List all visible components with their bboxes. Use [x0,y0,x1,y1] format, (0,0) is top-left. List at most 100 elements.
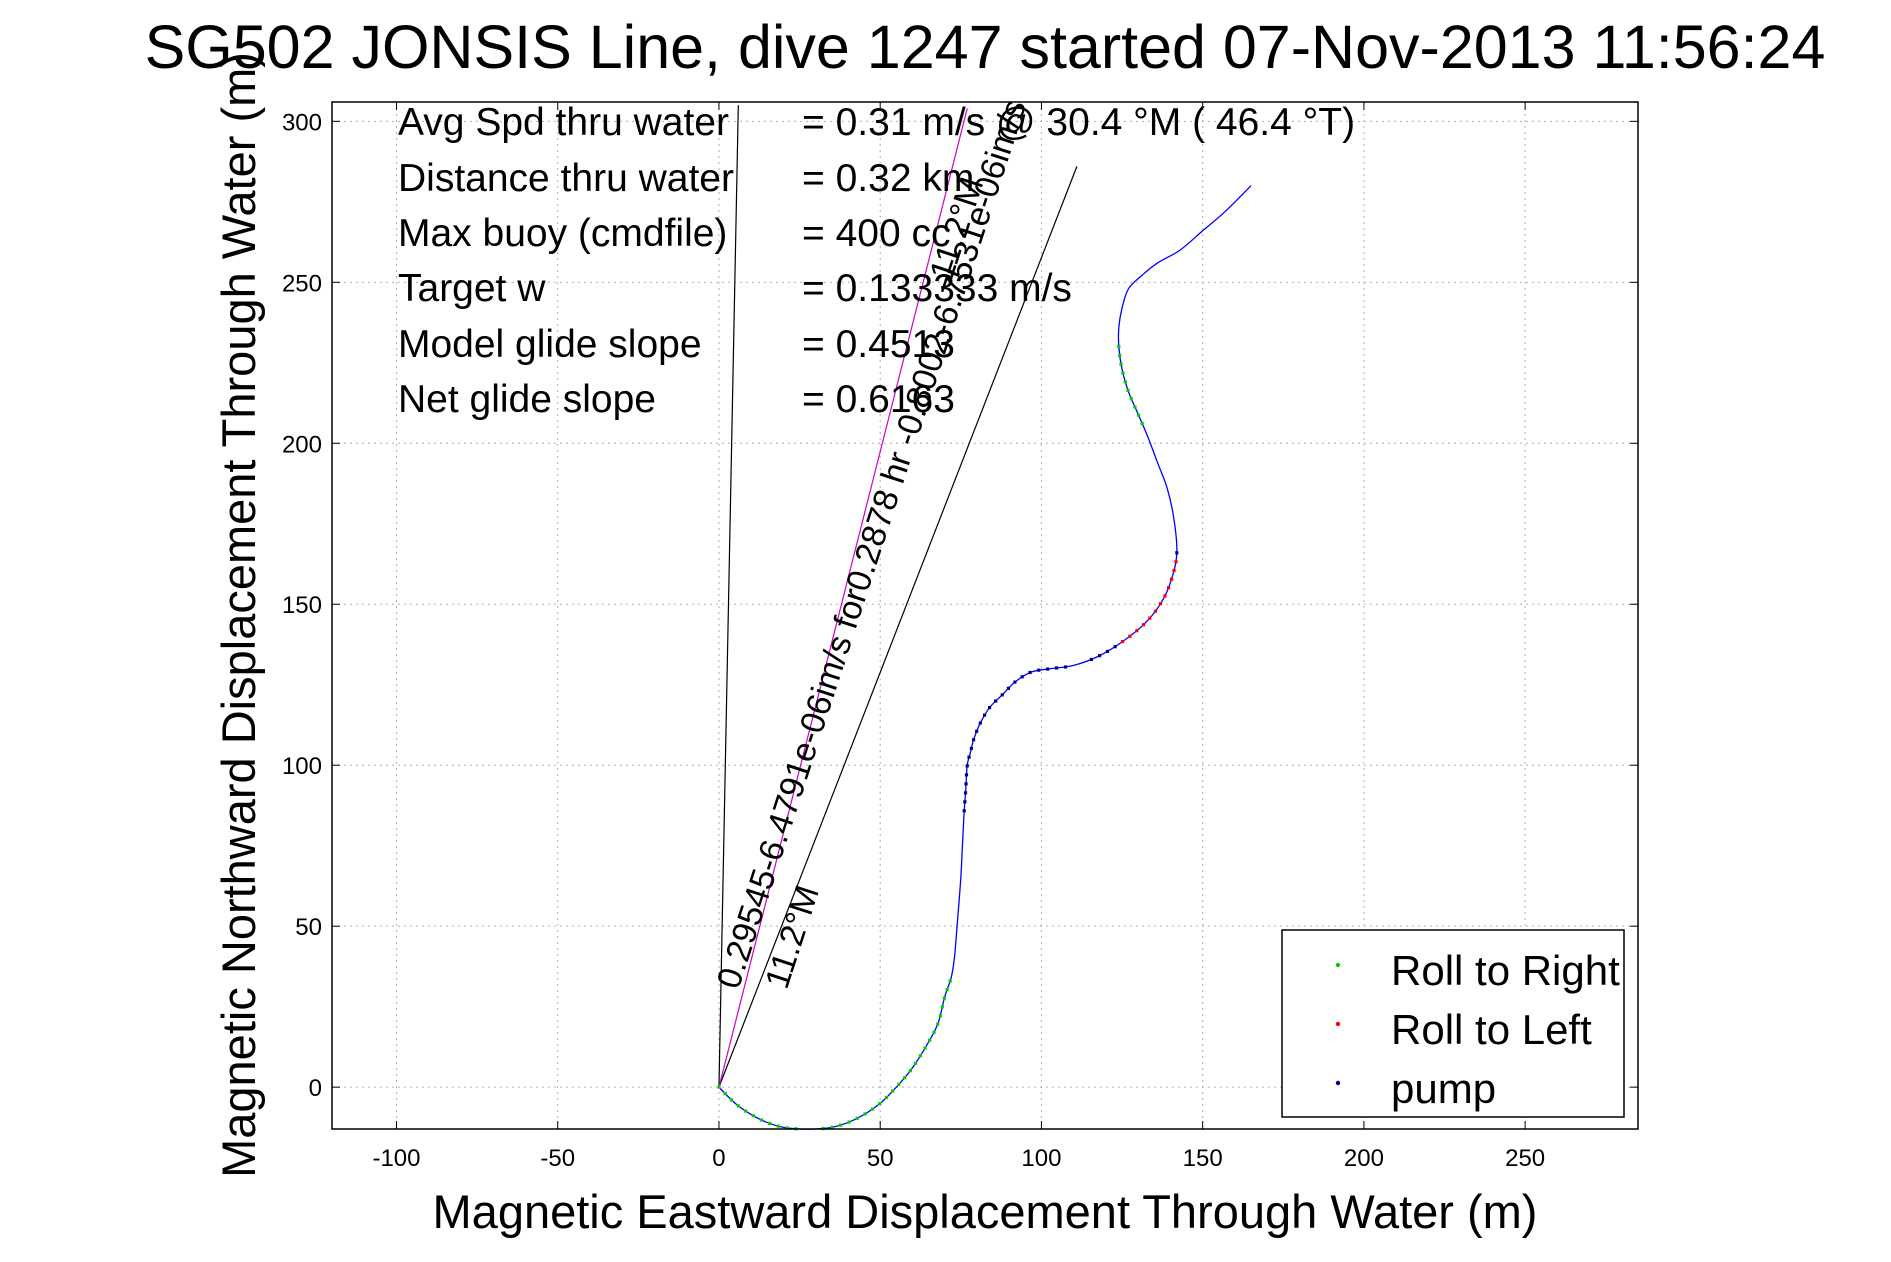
legend-marker-roll-left [1335,1021,1341,1027]
y-tick-label: 250 [282,270,322,297]
sample-pump [994,699,998,703]
y-tick-labels: 0 50 100 150 200 250 300 [282,109,322,1102]
sample-roll-right [723,1092,727,1096]
sample-pump [1037,668,1041,672]
plot-frame [331,101,1639,1130]
sample-pump [969,746,973,751]
x-tick-label: 200 [1344,1145,1384,1172]
x-tick-label: 0 [712,1145,725,1172]
sample-roll-right [838,1123,843,1127]
x-tick-labels: -100 -50 0 50 100 150 200 250 [372,1145,1545,1172]
reference-line-0 [718,105,739,1088]
info-label-distance: Distance thru water [398,157,734,200]
sample-roll-right [744,1109,748,1113]
sample-roll-right [830,1125,834,1129]
info-value-max-buoy: = 400 cc [802,212,951,255]
sample-roll-right [863,1112,867,1116]
legend-label-pump: pump [1391,1065,1496,1112]
sample-roll-right [1140,421,1144,426]
sample-pump [963,791,968,795]
x-tick-label: 50 [867,1145,894,1172]
sample-roll-right [878,1101,882,1106]
sample-markers [717,344,1179,1131]
sample-pump [1000,693,1004,697]
sample-roll-right [776,1124,780,1128]
sample-roll-right [1119,362,1123,366]
sample-roll-right [1129,397,1133,401]
sample-pump [975,729,979,733]
sample-roll-right [1123,380,1127,384]
sample-roll-right [918,1054,923,1058]
sample-roll-left [1169,577,1174,581]
info-label-avg-speed: Avg Spd thru water [398,101,729,144]
sample-roll-left [1172,568,1176,573]
sample-pump [1105,649,1110,653]
sample-roll-right [855,1116,859,1120]
sample-roll-right [928,1038,932,1042]
reference-line-1 [718,166,1078,1088]
y-axis-label: Magnetic Northward Displacement Through … [212,52,265,1178]
x-tick-label: -100 [372,1145,420,1172]
sample-roll-right [913,1061,918,1065]
sample-roll-right [945,987,949,992]
info-value-avg-speed: = 0.31 m/s @ 30.4 °M ( 46.4 °T) [802,101,1355,144]
sample-pump [1028,670,1032,675]
info-value-model-glide-slope: = 0.4513 [802,323,955,366]
sample-roll-right [717,1085,721,1089]
x-tick-label: 150 [1183,1145,1223,1172]
sample-roll-left [1135,629,1139,633]
sample-roll-right [940,1005,944,1009]
sample-pump [987,706,992,710]
info-label-target-w: Target w [398,267,546,310]
sample-pump [1097,654,1102,658]
sample-pump [1020,675,1024,679]
grid [332,102,1638,1129]
sample-roll-right [908,1069,912,1073]
sample-pump [964,773,969,777]
sample-roll-right [759,1118,763,1122]
sample-roll-left [1120,640,1125,644]
sample-roll-left [1163,594,1167,598]
y-tick-label: 300 [282,109,322,136]
sample-roll-right [729,1098,734,1102]
y-tick-label: 150 [282,592,322,619]
sample-pump [1054,666,1059,670]
sample-pump [1013,680,1017,684]
sample-roll-right [1117,344,1121,348]
sample-roll-right [948,979,952,983]
info-label-model-glide-slope: Model glide slope [398,323,702,366]
sample-roll-right [736,1104,740,1108]
sample-roll-right [942,996,946,1000]
chart-title: SG502 JONSIS Line, dive 1247 started 07-… [145,13,1826,81]
sample-roll-left [1128,634,1132,638]
sample-roll-right [897,1082,901,1087]
sample-pump [964,782,968,786]
sample-roll-right [1118,353,1122,357]
sample-roll-left [1158,602,1163,606]
sample-roll-right [932,1030,936,1035]
sample-roll-right [768,1121,772,1126]
sample-pump [1089,657,1093,662]
info-label-max-buoy: Max buoy (cmdfile) [398,212,727,255]
sample-roll-left [1166,586,1171,590]
sample-pump [963,800,967,804]
sample-pump [962,809,966,813]
sample-roll-right [938,1014,942,1018]
y-tick-label: 50 [295,914,322,941]
x-tick-label: -50 [540,1145,575,1172]
sample-roll-right [871,1107,875,1111]
sample-roll-right [891,1089,895,1093]
sample-roll-right [884,1095,889,1100]
reference-lines [718,105,1078,1088]
sample-roll-right [1136,413,1141,417]
legend-label-roll-left: Roll to Left [1391,1006,1592,1053]
reference-line-2 [718,108,968,1088]
sample-pump [1046,667,1050,671]
y-tick-label: 200 [282,431,322,458]
sample-roll-right [1133,405,1137,409]
legend-marker-pump [1335,1080,1341,1086]
info-value-distance: = 0.32 km [802,157,974,200]
sample-roll-right [785,1126,789,1130]
sample-roll-right [936,1022,940,1026]
